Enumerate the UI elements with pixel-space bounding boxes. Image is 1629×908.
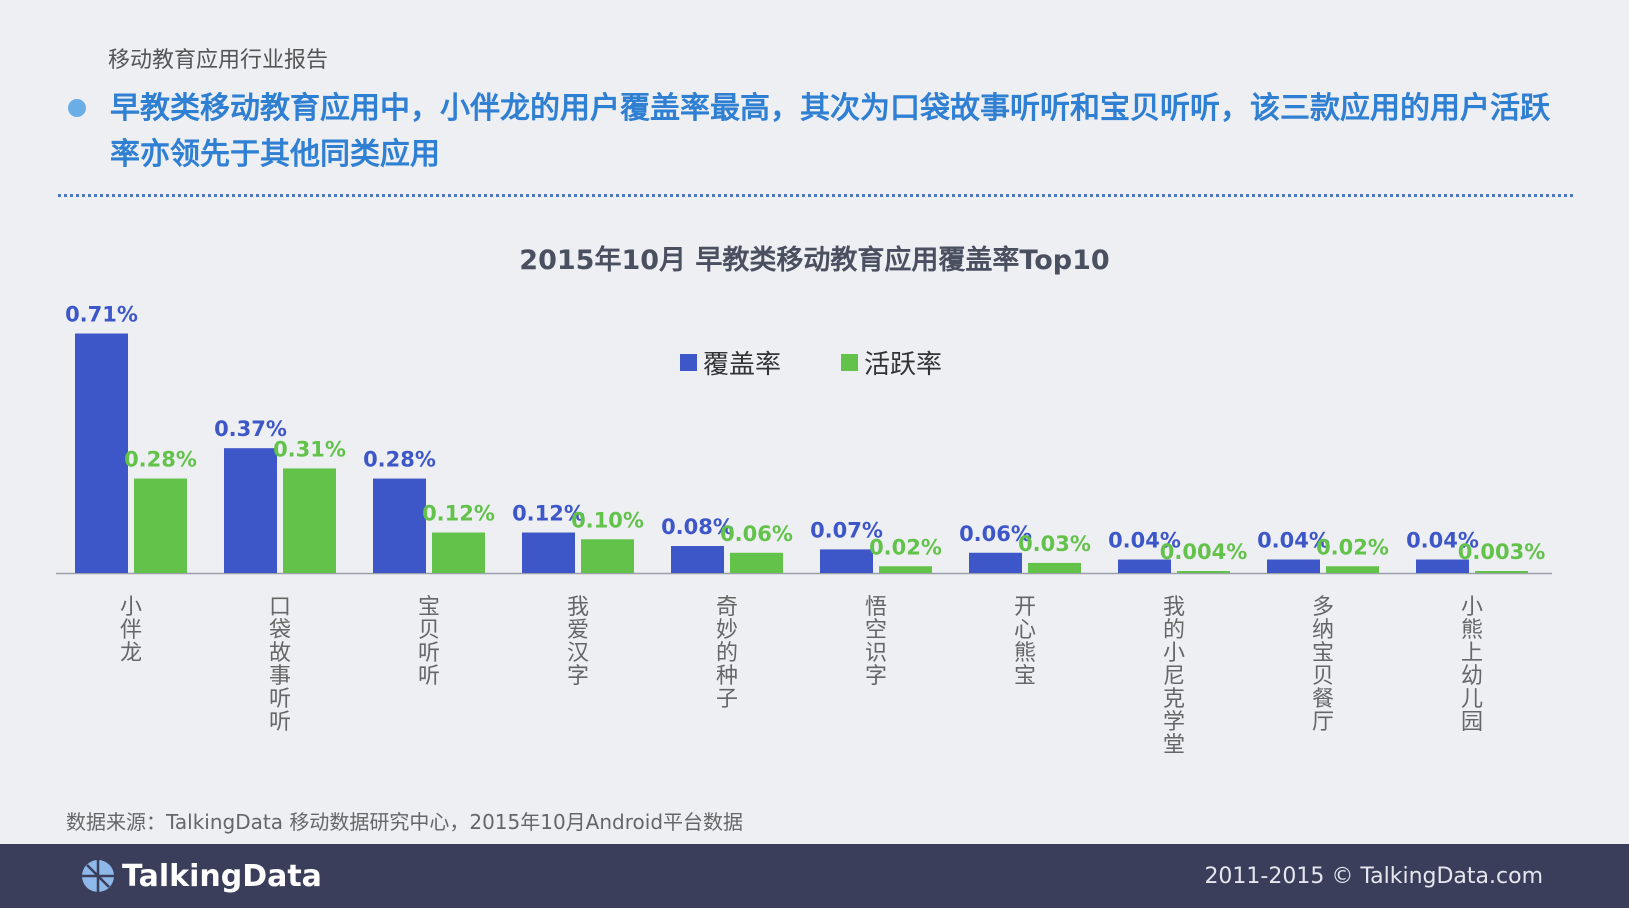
- legend-label-activity: 活跃率: [864, 350, 943, 380]
- category-label-9: 小熊上幼儿园: [1461, 595, 1483, 735]
- data-label-coverage-0: 0.71%: [65, 302, 138, 326]
- legend-swatch-coverage: [680, 354, 697, 371]
- data-label-coverage-7: 0.04%: [1108, 529, 1181, 553]
- data-label-activity-6: 0.03%: [1018, 532, 1091, 556]
- footer-copyright: 2011-2015 © TalkingData.com: [1204, 864, 1543, 889]
- category-label-0: 小伴龙: [120, 595, 142, 666]
- data-label-coverage-1: 0.37%: [214, 417, 287, 441]
- bar-activity-3: [581, 539, 634, 573]
- talkingdata-logo-icon: [82, 860, 114, 892]
- bar-coverage-9: [1416, 559, 1469, 573]
- data-label-activity-4: 0.06%: [720, 522, 793, 546]
- bar-activity-4: [730, 552, 783, 573]
- data-label-activity-9: 0.003%: [1458, 540, 1545, 564]
- bar-coverage-6: [969, 552, 1022, 573]
- data-label-activity-1: 0.31%: [273, 437, 346, 461]
- bar-activity-0: [134, 478, 187, 573]
- legend-item-coverage: 覆盖率: [680, 344, 781, 381]
- bar-activity-8: [1326, 566, 1379, 573]
- data-label-coverage-2: 0.28%: [363, 448, 436, 472]
- category-label-2: 宝贝听听: [418, 595, 440, 689]
- data-label-coverage-4: 0.08%: [661, 515, 734, 539]
- bar-activity-5: [879, 566, 932, 573]
- headline-bullet-icon: [68, 99, 86, 117]
- bar-activity-7: [1177, 571, 1230, 573]
- category-label-3: 我爱汉字: [567, 595, 589, 689]
- footer-logo-text: TalkingData: [122, 858, 322, 894]
- data-label-coverage-5: 0.07%: [810, 518, 883, 542]
- data-label-coverage-8: 0.04%: [1257, 529, 1330, 553]
- bar-activity-6: [1028, 562, 1081, 573]
- bar-coverage-1: [224, 448, 277, 573]
- bar-chart: 0.71% 0.28% 小伴龙 0.37%0.31% 口袋故事听听 0.28% 0.12% 宝…: [56, 302, 1552, 758]
- bar-activity-2: [432, 532, 485, 573]
- data-label-activity-8: 0.02%: [1316, 535, 1389, 559]
- category-label-7: 我的小尼克学堂: [1163, 595, 1185, 758]
- chart-legend: 覆盖率 活跃率: [680, 344, 1002, 381]
- data-source-note: 数据来源：TalkingData 移动数据研究中心，2015年10月Androi…: [66, 810, 744, 834]
- data-label-coverage-6: 0.06%: [959, 522, 1032, 546]
- chart-title: 2015年10月 早教类移动教育应用覆盖率Top10: [519, 245, 1110, 276]
- bar-coverage-7: [1118, 559, 1171, 573]
- legend-swatch-activity: [841, 354, 859, 371]
- data-label-activity-7: 0.004%: [1160, 540, 1247, 564]
- bar-coverage-5: [820, 549, 873, 573]
- bar-activity-9: [1475, 571, 1528, 573]
- data-label-activity-5: 0.02%: [869, 535, 942, 559]
- bar-coverage-4: [671, 546, 724, 573]
- category-label-6: 开心熊宝: [1014, 595, 1036, 689]
- dotted-divider: [58, 194, 1573, 197]
- bar-coverage-2: [373, 478, 426, 573]
- footer-bar: TalkingData 2011-2015 © TalkingData.com: [0, 844, 1629, 908]
- data-label-coverage-3: 0.12%: [512, 502, 585, 526]
- data-label-coverage-9: 0.04%: [1406, 529, 1479, 553]
- category-label-8: 多纳宝贝餐厅: [1312, 595, 1334, 735]
- bar-coverage-3: [522, 532, 575, 573]
- headline: 早教类移动教育应用中，小伴龙的用户覆盖率最高，其次为口袋故事听听和宝贝听听，该三…: [110, 91, 1550, 172]
- report-label: 移动教育应用行业报告: [108, 48, 329, 73]
- category-label-4: 奇妙的种子: [716, 595, 738, 712]
- category-label-5: 悟空识字: [865, 595, 887, 689]
- data-label-activity-0: 0.28%: [124, 448, 197, 472]
- data-label-activity-3: 0.10%: [571, 508, 644, 532]
- talkingdata-logo: TalkingData: [80, 858, 322, 894]
- data-label-activity-2: 0.12%: [422, 502, 495, 526]
- legend-item-activity: 活跃率: [841, 344, 942, 381]
- bar-coverage-8: [1267, 559, 1320, 573]
- bar-coverage-0: [75, 333, 128, 573]
- legend-label-coverage: 覆盖率: [703, 350, 782, 380]
- bar-activity-1: [283, 468, 336, 573]
- category-label-1: 口袋故事听听: [269, 595, 291, 735]
